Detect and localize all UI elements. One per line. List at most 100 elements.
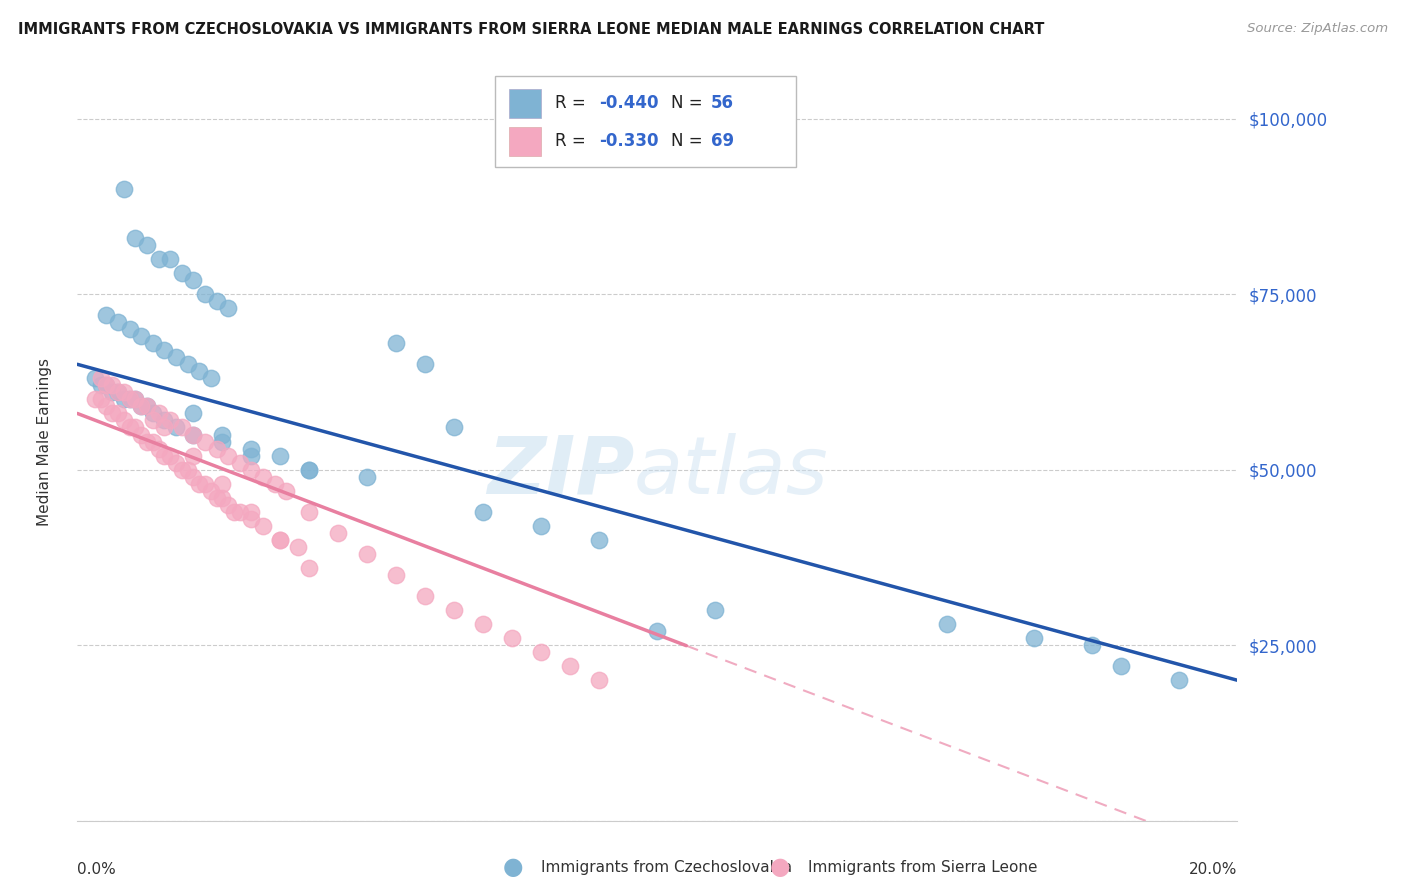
Point bbox=[240, 505, 263, 519]
Point bbox=[530, 645, 553, 659]
Point bbox=[252, 469, 274, 483]
Point bbox=[101, 378, 124, 392]
Point bbox=[217, 301, 239, 315]
Point bbox=[148, 252, 170, 266]
Point bbox=[90, 378, 111, 392]
Point bbox=[107, 385, 129, 400]
Point bbox=[107, 385, 129, 400]
Text: ●: ● bbox=[503, 855, 523, 879]
Point bbox=[118, 392, 141, 407]
Point bbox=[153, 449, 176, 463]
Point bbox=[165, 456, 187, 470]
Point bbox=[142, 434, 165, 449]
Point bbox=[165, 420, 187, 434]
Point bbox=[211, 476, 233, 491]
Point bbox=[96, 308, 118, 322]
Point bbox=[205, 442, 228, 456]
Point bbox=[142, 407, 165, 421]
Point bbox=[240, 462, 263, 476]
Point bbox=[328, 525, 350, 540]
Point bbox=[183, 469, 205, 483]
Text: Source: ZipAtlas.com: Source: ZipAtlas.com bbox=[1247, 22, 1388, 36]
Point bbox=[129, 400, 152, 414]
Text: Immigrants from Sierra Leone: Immigrants from Sierra Leone bbox=[808, 860, 1038, 874]
Point bbox=[159, 413, 181, 427]
Point bbox=[124, 392, 146, 407]
Point bbox=[298, 505, 321, 519]
Point bbox=[936, 617, 959, 632]
Point bbox=[194, 287, 217, 301]
Point bbox=[153, 420, 176, 434]
Point bbox=[240, 512, 263, 526]
Text: ZIP: ZIP bbox=[486, 433, 634, 511]
Text: N =: N = bbox=[671, 132, 709, 150]
Point bbox=[90, 392, 111, 407]
Point bbox=[188, 476, 211, 491]
Point bbox=[118, 392, 141, 407]
Point bbox=[211, 491, 233, 505]
Point bbox=[200, 483, 222, 498]
Text: R =: R = bbox=[555, 95, 592, 112]
Point bbox=[148, 442, 170, 456]
Text: Median Male Earnings: Median Male Earnings bbox=[38, 358, 52, 525]
Point bbox=[1168, 673, 1191, 688]
Point bbox=[588, 673, 610, 688]
Point bbox=[124, 392, 146, 407]
Point bbox=[443, 420, 465, 434]
Point bbox=[159, 252, 181, 266]
Point bbox=[118, 322, 141, 336]
Point bbox=[501, 631, 523, 645]
Point bbox=[153, 413, 176, 427]
Point bbox=[170, 420, 193, 434]
Point bbox=[298, 462, 321, 476]
Text: -0.330: -0.330 bbox=[599, 132, 659, 150]
Point bbox=[83, 371, 105, 385]
Point bbox=[356, 469, 378, 483]
Point bbox=[118, 420, 141, 434]
Point bbox=[112, 413, 135, 427]
Text: ●: ● bbox=[770, 855, 790, 879]
Point bbox=[170, 462, 193, 476]
Point bbox=[136, 238, 159, 252]
Point bbox=[385, 336, 408, 351]
Point bbox=[136, 400, 159, 414]
Point bbox=[274, 483, 298, 498]
Point bbox=[101, 385, 124, 400]
FancyBboxPatch shape bbox=[509, 127, 541, 156]
Point bbox=[217, 498, 239, 512]
Point bbox=[129, 400, 152, 414]
Point bbox=[298, 561, 321, 575]
Point bbox=[356, 547, 378, 561]
Point bbox=[183, 427, 205, 442]
Point bbox=[83, 392, 105, 407]
Point bbox=[269, 449, 291, 463]
Text: IMMIGRANTS FROM CZECHOSLOVAKIA VS IMMIGRANTS FROM SIERRA LEONE MEDIAN MALE EARNI: IMMIGRANTS FROM CZECHOSLOVAKIA VS IMMIGR… bbox=[18, 22, 1045, 37]
Point bbox=[472, 617, 495, 632]
Point bbox=[183, 427, 205, 442]
Text: R =: R = bbox=[555, 132, 592, 150]
Point bbox=[194, 476, 217, 491]
Point bbox=[200, 371, 222, 385]
Point bbox=[228, 456, 252, 470]
Point bbox=[472, 505, 495, 519]
Point bbox=[222, 505, 245, 519]
Point bbox=[240, 442, 263, 456]
Point bbox=[704, 603, 727, 617]
Point bbox=[240, 449, 263, 463]
Text: 0.0%: 0.0% bbox=[77, 863, 117, 878]
Point bbox=[211, 427, 233, 442]
Point bbox=[298, 462, 321, 476]
Point bbox=[588, 533, 610, 547]
Point bbox=[112, 182, 135, 196]
Point bbox=[107, 315, 129, 329]
Point bbox=[263, 476, 285, 491]
Point bbox=[96, 378, 118, 392]
Point bbox=[124, 420, 146, 434]
Point bbox=[176, 462, 198, 476]
Point bbox=[269, 533, 291, 547]
Point bbox=[129, 427, 152, 442]
Point bbox=[159, 449, 181, 463]
Point bbox=[153, 343, 176, 358]
Point bbox=[112, 392, 135, 407]
Point bbox=[647, 624, 669, 639]
